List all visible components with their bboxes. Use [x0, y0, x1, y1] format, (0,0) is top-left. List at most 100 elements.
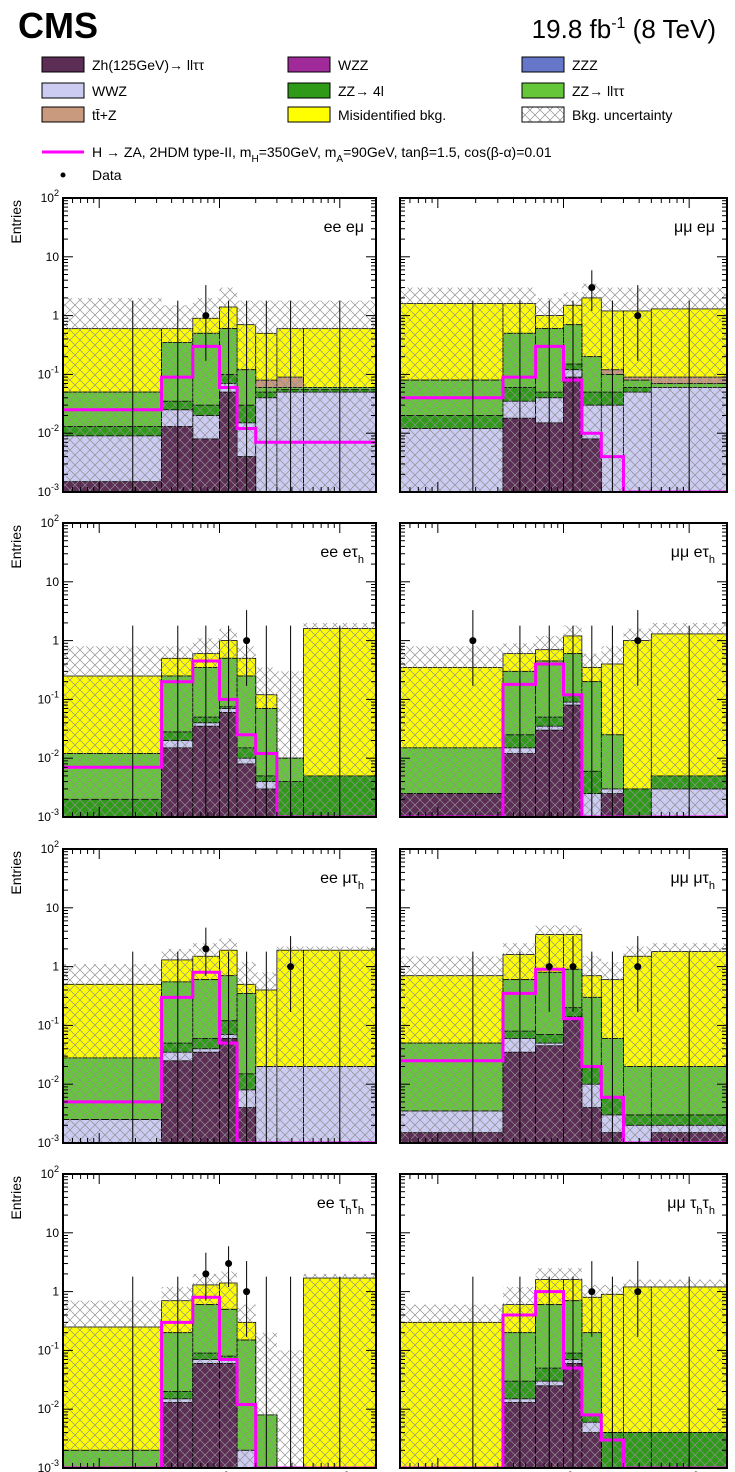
plot-area-7: [400, 1261, 727, 1468]
experiment-label: CMS: [18, 5, 98, 46]
y-tick-label: 10: [46, 250, 60, 264]
legend-swatch-unc: [521, 106, 565, 123]
plot-area-6: [63, 1246, 376, 1468]
x-tick-label: 102: [210, 1470, 228, 1472]
legend-item-signal: H → ZA, 2HDM type-II, mH=350GeV, mA=90Ge…: [42, 144, 552, 165]
data-point-6: [634, 312, 642, 320]
y-tick-label: 10-2: [38, 423, 59, 440]
data-point-4: [588, 284, 596, 292]
legend-item-ttz: tt̄+Z: [41, 106, 117, 123]
signal-line: [63, 970, 376, 1143]
data-point-0: [469, 637, 477, 645]
uncertainty-band-bin-3: [219, 1271, 238, 1468]
y-tick-label: 10-1: [38, 1340, 59, 1357]
plot-area-1: [400, 270, 727, 492]
data-point-2: [202, 312, 210, 320]
legend-swatch-zz4l: [287, 82, 331, 99]
uncertainty-band-bin-0: [63, 964, 162, 1143]
legend-label-ttz: tt̄+Z: [92, 107, 117, 123]
panel-title: ee μτh: [320, 870, 364, 892]
luminosity-label: 19.8 fb-1 (8 TeV): [532, 14, 716, 44]
uncertainty-band-bin-2: [192, 1273, 220, 1468]
panel-4: 10-3 10-2 10-1 1 10 102 Entries ee μτh: [8, 839, 377, 1150]
uncertainty-band-bin-1: [502, 643, 536, 817]
legend-item-data: Data: [60, 167, 122, 183]
legend-swatch-zzlltt: [521, 82, 565, 99]
uncertainty-band-bin-0: [400, 956, 503, 1143]
y-tick-label: 10-1: [38, 689, 59, 706]
panel-0: 10-3 10-2 10-1 1 10 102 Entries ee eμ: [8, 188, 377, 499]
y-tick-label: 10-2: [38, 1074, 59, 1091]
legend-label-zz4l: ZZ→ 4l: [338, 83, 384, 99]
legend-item-zzz: ZZZ: [521, 56, 598, 73]
legend-item-misid: Misidentified bkg.: [287, 106, 446, 123]
uncertainty-band-bin-1: [502, 1286, 536, 1468]
y-tick-label: 102: [41, 1164, 59, 1181]
y-tick-label: 10-3: [38, 482, 59, 499]
legend-label-misid: Misidentified bkg.: [338, 107, 446, 123]
legend-swatch-ttz: [41, 106, 85, 123]
uncertainty-band-bin-3: [563, 925, 582, 1143]
panel-1: μμ eμ: [399, 197, 728, 493]
uncertainty-band-bin-1: [161, 305, 193, 492]
y-axis-label: Entries: [8, 851, 24, 895]
x-tick-label: 103: [331, 1470, 349, 1472]
y-tick-label: 1: [52, 634, 59, 648]
legend-swatch-wzz: [287, 56, 331, 73]
legend: Zh(125GeV)→ llττ WZZ ZZZ WWZ ZZ→ 4l ZZ→ llττ t…: [41, 56, 672, 183]
panel-title: μμ τhτh: [667, 1195, 715, 1217]
panel-title: μμ eτh: [671, 544, 715, 566]
y-tick-label: 102: [41, 188, 59, 205]
y-tick-label: 102: [41, 839, 59, 856]
uncertainty-band-bin-1: [502, 943, 536, 1143]
data-point-2: [202, 945, 210, 953]
y-tick-label: 10-1: [38, 1015, 59, 1032]
y-tick-label: 102: [41, 513, 59, 530]
y-tick-label: 10-2: [38, 748, 59, 765]
y-tick-label: 10-2: [38, 1399, 59, 1416]
y-tick-label: 10-1: [38, 364, 59, 381]
uncertainty-band-bin-1: [161, 948, 193, 1143]
uncertainty-band-bin-0: [400, 287, 503, 492]
signal-line: [400, 1290, 727, 1468]
signal-line: [400, 967, 727, 1143]
legend-label-signal: H → ZA, 2HDM type-II, mH=350GeV, mA=90Ge…: [92, 144, 552, 165]
data-point-6: [634, 637, 642, 645]
plot-area-0: [63, 285, 376, 492]
y-tick-label: 10: [46, 1226, 60, 1240]
data-point-2: [545, 963, 553, 971]
signal-line: [400, 344, 727, 492]
y-tick-label: 10-3: [38, 1458, 59, 1472]
uncertainty-band-bin-0: [63, 1300, 162, 1468]
y-axis-label: Entries: [8, 1176, 24, 1220]
legend-label-wwz: WWZ: [92, 83, 127, 99]
legend-item-wwz: WWZ: [41, 82, 127, 99]
data-point-4: [243, 637, 251, 645]
legend-item-unc: Bkg. uncertainty: [521, 106, 672, 123]
legend-label-data: Data: [92, 167, 122, 183]
uncertainty-band-bin-0: [400, 646, 503, 817]
plot-area-3: [400, 610, 727, 817]
uncertainty-band-bin-1: [161, 646, 193, 817]
uncertainty-band-bin-2: [192, 943, 220, 1143]
y-tick-label: 10: [46, 901, 60, 915]
y-tick-label: 1: [52, 309, 59, 323]
y-tick-label: 10-3: [38, 1133, 59, 1150]
panel-6: 10-310-210-1110102Entries10102103mττ (Ge…: [8, 1164, 377, 1472]
legend-item-zz4l: ZZ→ 4l: [287, 82, 384, 99]
legend-data-marker: [60, 172, 66, 178]
plot-area-5: [400, 925, 727, 1143]
legend-label-unc: Bkg. uncertainty: [572, 107, 672, 123]
panel-7: 10102103mττ (GeV)μμ τhτh: [399, 1173, 728, 1472]
legend-swatch-zzz: [521, 56, 565, 73]
x-tick-label: 103: [680, 1470, 698, 1472]
y-tick-label: 10: [46, 575, 60, 589]
plot-area-4: [63, 927, 376, 1143]
y-tick-label: 1: [52, 960, 59, 974]
data-point-6: [634, 1288, 642, 1296]
uncertainty-band-bin-0: [63, 646, 162, 817]
legend-label-zh: Zh(125GeV)→ llττ: [92, 57, 205, 73]
uncertainty-band-bin-0: [400, 1304, 503, 1468]
